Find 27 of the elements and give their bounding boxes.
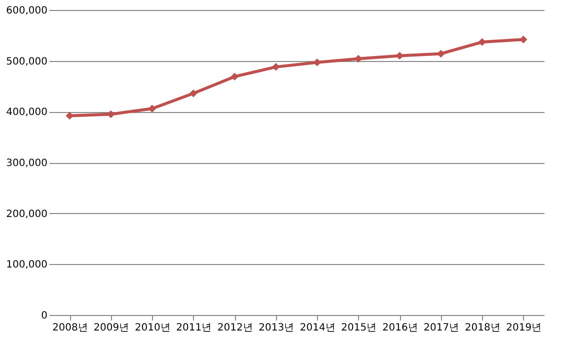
point [520,36,528,44]
x-tick-label: 2011년 [176,322,212,334]
x-tick-label: 2017년 [424,322,460,334]
y-tick-label: 600,000 [6,6,48,16]
x-tick-label: 2014년 [300,322,336,334]
y-tick-label: 300,000 [6,158,48,169]
y-tick-label: 500,000 [6,56,48,68]
point [107,110,115,118]
x-tick-label: 2012년 [217,322,253,334]
y-tick-label: 100,000 [6,260,48,271]
point [437,50,445,58]
x-tick-label: 2016년 [382,322,418,334]
x-tick-label: 2008년 [52,322,88,334]
y-tick-label: 200,000 [6,208,48,220]
x-tick-label: 2015년 [341,322,377,334]
point [190,89,198,98]
x-tick-label: 2019년 [506,322,542,334]
y-tick-label: 400,000 [6,107,48,118]
x-tick-label: 2009년 [94,322,130,334]
x-tick-label: 2010년 [134,322,170,334]
point [313,58,321,66]
x-tick-label: 2013년 [258,322,294,334]
point [230,72,238,80]
y-tick-label: 0 [41,310,48,322]
point [66,112,74,120]
x-tick-label: 2018년 [464,322,500,334]
point [478,38,486,46]
